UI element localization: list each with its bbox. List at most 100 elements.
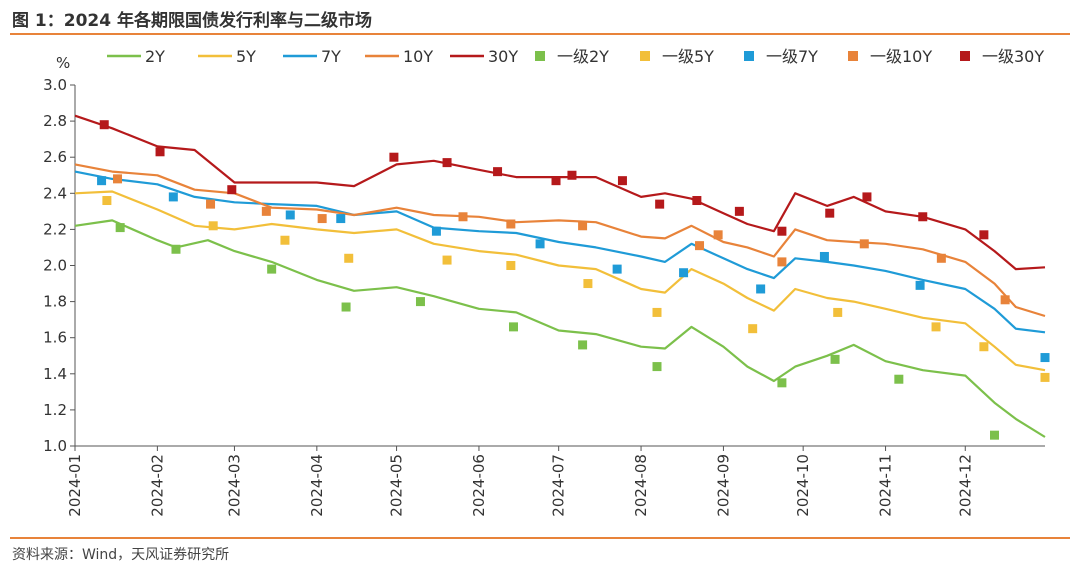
x-tick-label: 2024-11 [877,454,895,517]
series-line-2y [74,219,1046,438]
scatter-point-primary-10y [578,221,588,231]
scatter-point-primary-7y [336,214,346,224]
x-tick-label: 2024-01 [66,454,84,517]
y-tick-label: 3.0 [43,76,67,94]
scatter-point-primary-2y [415,297,425,307]
scatter-point-primary-5y [442,255,452,265]
scatter-point-primary-30y [777,226,787,236]
scatter-point-primary-2y [894,374,904,384]
scatter-point-primary-10y [113,174,123,184]
top-divider [10,33,1070,35]
y-tick-label: 2.8 [43,112,67,130]
legend-swatch-primary-2y [535,51,545,61]
scatter-point-primary-7y [285,210,295,220]
scatter-point-primary-30y [99,120,109,130]
series-line-5y [74,190,1046,372]
scatter-point-primary-10y [506,219,516,229]
scatter-point-primary-7y [1040,353,1050,363]
legend-label-primary-7y: 一级7Y [766,47,818,66]
scatter-point-primary-2y [578,340,588,350]
scatter-point-primary-10y [777,257,787,267]
scatter-point-primary-2y [115,223,125,233]
scatter-point-primary-5y [583,279,593,289]
x-tick-label: 2024-03 [225,454,243,517]
y-tick-label: 2.2 [43,220,67,238]
scatter-point-primary-5y [344,253,354,263]
scatter-point-primary-2y [830,354,840,364]
scatter-point-primary-5y [931,322,941,332]
scatter-point-primary-7y [679,268,689,278]
y-tick-label: 2.0 [43,257,67,275]
scatter-point-primary-2y [777,378,787,388]
series-line-10y [74,163,1046,318]
y-axis-unit: % [56,54,70,72]
legend-swatch-primary-7y [744,51,754,61]
scatter-point-primary-10y [261,206,271,216]
scatter-point-primary-10y [859,239,869,249]
scatter-point-primary-10y [713,230,723,240]
scatter-point-primary-30y [862,192,872,202]
y-tick-label: 1.8 [43,293,67,311]
y-tick-label: 1.0 [43,437,67,455]
scatter-point-primary-5y [1040,372,1050,382]
scatter-point-primary-10y [206,199,216,209]
series-line-30y [74,114,1046,271]
scatter-point-primary-30y [734,206,744,216]
scatter-point-primary-10y [1000,295,1010,305]
scatter-point-primary-30y [692,196,702,206]
legend-label-7y: 7Y [321,47,341,66]
legend-label-primary-30y: 一级30Y [982,47,1044,66]
scatter-point-primary-2y [341,302,351,312]
scatter-point-primary-30y [979,230,989,240]
legend-label-primary-5y: 一级5Y [662,47,714,66]
y-tick-label: 1.6 [43,329,67,347]
scatter-point-primary-2y [990,430,1000,440]
legend-label-primary-10y: 一级10Y [870,47,932,66]
x-tick-label: 2024-04 [308,454,326,517]
scatter-point-primary-30y [567,170,577,180]
legend-label-5y: 5Y [236,47,256,66]
scatter-point-primary-2y [508,322,518,332]
legend-swatch-primary-30y [960,51,970,61]
scatter-point-primary-7y [431,226,441,236]
legend-label-primary-2y: 一级2Y [557,47,609,66]
scatter-point-primary-10y [458,212,468,222]
scatter-point-primary-2y [171,244,181,254]
x-tick-label: 2024-09 [714,454,732,517]
source-note: 资料来源：Wind，天风证券研究所 [12,547,230,563]
scatter-point-primary-30y [389,152,399,162]
series-line-7y [74,170,1046,334]
x-tick-label: 2024-12 [956,454,974,517]
scatter-point-primary-10y [317,214,327,224]
scatter-point-primary-30y [825,208,835,218]
legend-label-30y: 30Y [488,47,518,66]
scatter-point-primary-5y [979,342,989,352]
scatter-point-primary-30y [617,176,627,186]
scatter-point-primary-5y [652,307,662,317]
scatter-point-primary-7y [97,176,107,186]
scatter-point-primary-7y [915,280,925,290]
scatter-point-primary-5y [748,324,758,334]
y-tick-label: 1.2 [43,401,67,419]
x-tick-label: 2024-08 [632,454,650,517]
scatter-point-primary-5y [280,235,290,245]
y-tick-label: 2.4 [43,184,67,202]
scatter-point-primary-5y [833,307,843,317]
scatter-point-primary-30y [227,185,237,195]
y-tick-label: 2.6 [43,148,67,166]
legend-swatch-primary-5y [640,51,650,61]
scatter-point-primary-10y [936,253,946,263]
scatter-point-primary-2y [267,264,277,274]
scatter-point-primary-7y [535,239,545,249]
scatter-point-primary-30y [493,167,503,177]
scatter-point-primary-5y [102,196,112,206]
x-tick-label: 2024-02 [148,454,166,517]
scatter-point-primary-30y [551,176,561,186]
scatter-point-primary-7y [168,192,178,202]
legend-swatch-primary-10y [848,51,858,61]
x-tick-label: 2024-06 [470,454,488,517]
scatter-point-primary-7y [756,284,766,294]
scatter-point-primary-30y [655,199,665,209]
x-tick-label: 2024-05 [388,454,406,517]
